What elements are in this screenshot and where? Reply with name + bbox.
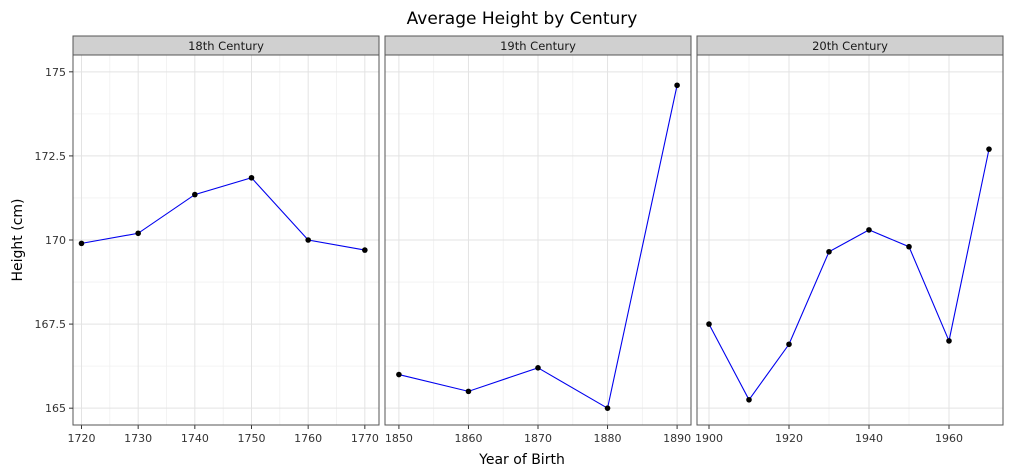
panel-3: 20th Century 1900 1920 1940 1960 xyxy=(695,36,1003,445)
data-point xyxy=(946,338,952,344)
y-axis: 165 167.5 170 172.5 175 xyxy=(35,66,74,415)
chart-title: Average Height by Century xyxy=(407,9,638,29)
y-tick-label: 175 xyxy=(45,66,66,79)
data-point xyxy=(535,365,541,371)
y-tick-label: 167.5 xyxy=(35,318,67,331)
strip-label: 18th Century xyxy=(188,39,264,53)
data-point xyxy=(986,146,992,152)
x-tick-label: 1880 xyxy=(594,432,622,445)
x-tick-label: 1730 xyxy=(124,432,152,445)
data-point xyxy=(192,192,198,198)
data-point xyxy=(826,249,832,255)
data-point xyxy=(605,405,611,411)
panel-2: 19th Century 1850 1860 1870 1880 1890 xyxy=(385,36,691,445)
x-tick-label: 1850 xyxy=(385,432,413,445)
data-point xyxy=(249,175,255,181)
x-tick-label: 1940 xyxy=(855,432,883,445)
y-tick-label: 172.5 xyxy=(35,150,67,163)
data-point xyxy=(906,244,912,250)
x-tick-label: 1890 xyxy=(663,432,691,445)
x-tick-label: 1860 xyxy=(454,432,482,445)
x-tick-label: 1720 xyxy=(68,432,96,445)
x-tick-label: 1750 xyxy=(238,432,266,445)
x-tick-label: 1900 xyxy=(695,432,723,445)
x-tick-label: 1870 xyxy=(524,432,552,445)
data-point xyxy=(135,230,141,236)
data-point xyxy=(674,82,680,88)
x-tick-label: 1960 xyxy=(935,432,963,445)
data-point xyxy=(362,247,368,253)
data-point xyxy=(746,397,752,403)
data-point xyxy=(466,389,472,395)
y-tick-label: 170 xyxy=(45,234,66,247)
strip-label: 19th Century xyxy=(500,39,576,53)
y-axis-title: Height (cm) xyxy=(10,199,26,282)
data-point xyxy=(396,372,402,378)
data-point xyxy=(786,341,792,347)
x-tick-label: 1740 xyxy=(181,432,209,445)
strip-label: 20th Century xyxy=(812,39,888,53)
x-tick-label: 1770 xyxy=(351,432,379,445)
data-point xyxy=(866,227,872,233)
x-axis-title: Year of Birth xyxy=(478,452,565,468)
data-point xyxy=(79,241,85,247)
x-tick-label: 1920 xyxy=(775,432,803,445)
data-point xyxy=(305,237,311,243)
x-tick-label: 1760 xyxy=(294,432,322,445)
data-point xyxy=(706,321,712,327)
y-tick-label: 165 xyxy=(45,402,66,415)
panels: 18th Century 1720 1730 1740 1750 1760 1770 19th… xyxy=(68,36,1004,445)
panel-1: 18th Century 1720 1730 1740 1750 1760 1770 xyxy=(68,36,380,445)
